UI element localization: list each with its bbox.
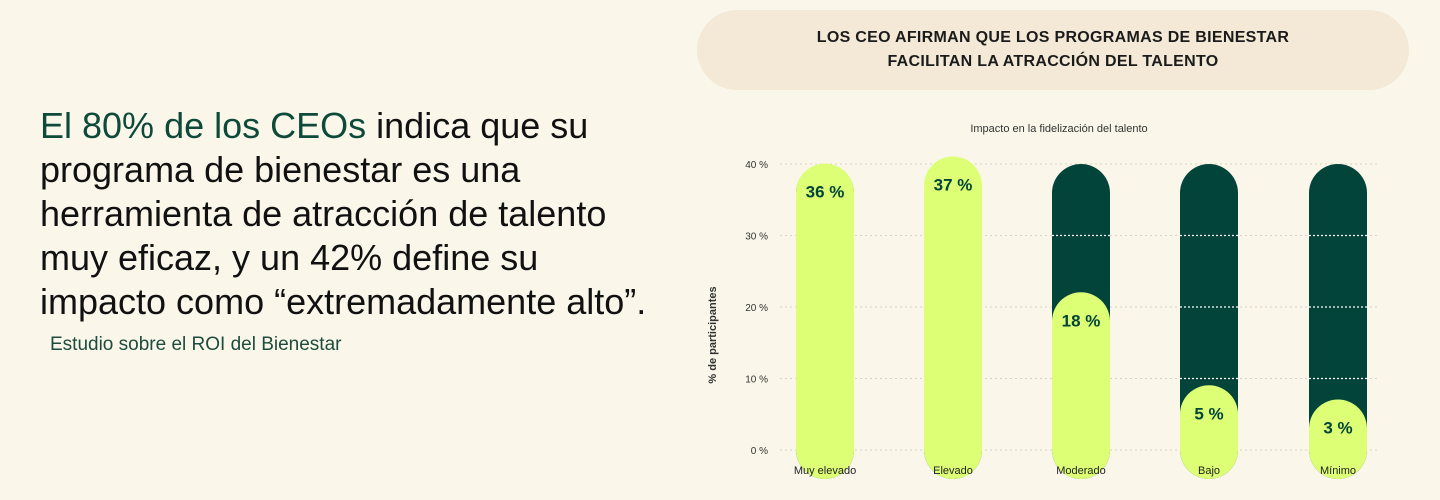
headline-text: indica que su programa de bienestar es u…	[40, 105, 647, 322]
chart-banner: LOS CEO AFIRMAN QUE LOS PROGRAMAS DE BIE…	[697, 10, 1409, 90]
bar-chart: Impacto en la fidelización del talento %…	[707, 123, 1380, 479]
bar-group: 5 %	[1180, 164, 1238, 479]
bar-group: 18 %	[1052, 164, 1110, 479]
x-tick-label: Bajo	[1198, 465, 1220, 477]
y-axis-ticks: 0 % 10 % 20 % 30 % 40 %	[745, 160, 768, 457]
x-tick-label: Muy elevado	[794, 465, 856, 477]
bar-group: 36 %	[796, 163, 854, 479]
bar	[1309, 399, 1367, 479]
x-tick-label: Moderado	[1056, 465, 1106, 477]
data-label: 37 %	[934, 175, 973, 194]
data-label: 3 %	[1323, 419, 1352, 438]
bar-track	[1309, 164, 1367, 479]
bar-group: 3 %	[1309, 164, 1367, 479]
banner-title: LOS CEO AFIRMAN QUE LOS PROGRAMAS DE BIE…	[816, 29, 1290, 70]
bars: 36 % 37 % 18 % 5 % 3 %	[796, 156, 1367, 479]
bar	[1052, 292, 1110, 479]
y-tick-label: 30 %	[745, 232, 768, 243]
data-label: 36 %	[806, 183, 845, 202]
y-axis-label: % de participantes	[707, 286, 719, 383]
source-label: Estudio sobre el ROI del Bienestar	[50, 334, 342, 355]
x-tick-label: Mínimo	[1320, 465, 1356, 477]
bar	[924, 156, 982, 479]
headline: El 80% de los CEOs indica que su program…	[40, 104, 660, 324]
bar	[796, 163, 854, 479]
x-tick-label: Elevado	[933, 465, 973, 477]
x-axis-labels: Muy elevado Elevado Moderado Bajo Mínimo	[794, 465, 1356, 477]
chart-title: Impacto en la fidelización del talento	[970, 123, 1147, 135]
y-tick-label: 10 %	[745, 375, 768, 386]
y-tick-label: 20 %	[745, 303, 768, 314]
headline-block: El 80% de los CEOs indica que su program…	[40, 104, 660, 356]
y-tick-label: 0 %	[751, 446, 768, 457]
data-label: 18 %	[1062, 311, 1101, 330]
y-tick-label: 40 %	[745, 160, 768, 171]
headline-highlight: El 80% de los CEOs	[40, 105, 367, 146]
data-label: 5 %	[1194, 404, 1223, 423]
bar	[1180, 385, 1238, 479]
bar-group: 37 %	[924, 156, 982, 479]
